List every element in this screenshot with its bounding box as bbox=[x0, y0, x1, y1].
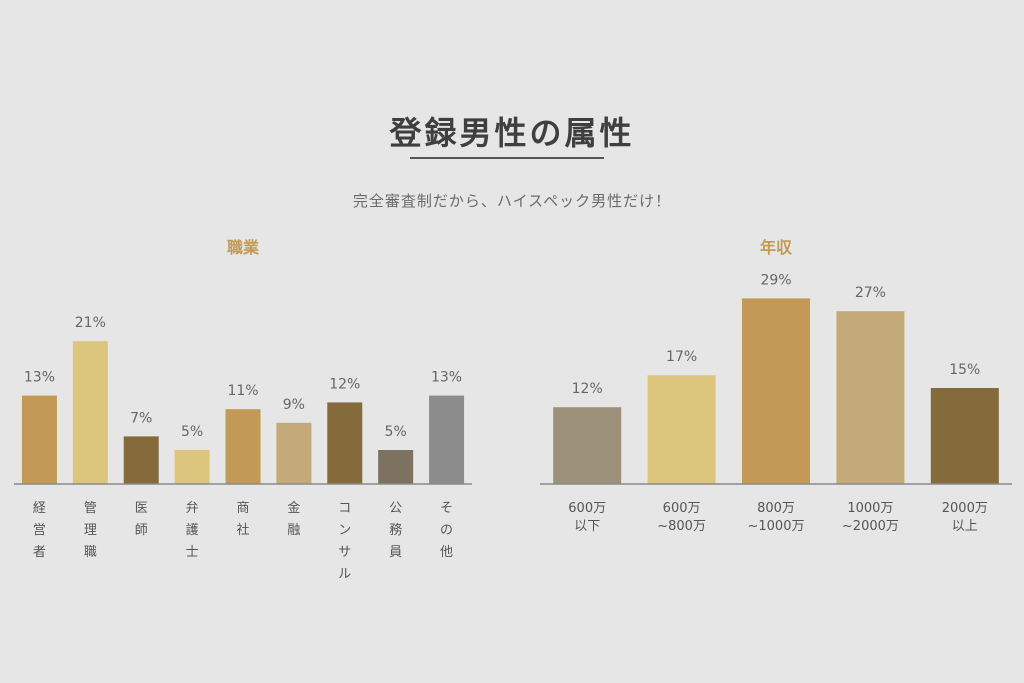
x-tick-label: 800万~1000万 bbox=[748, 501, 805, 534]
x-tick-label: 商社 bbox=[236, 501, 249, 538]
x-tick-label: 管理職 bbox=[84, 501, 97, 560]
x-tick-label: 金融 bbox=[287, 500, 300, 538]
x-tick-label: 2000万以上 bbox=[942, 501, 988, 534]
data-label: 21% bbox=[75, 315, 106, 331]
bar bbox=[553, 407, 622, 484]
data-label: 13% bbox=[431, 370, 462, 386]
data-label: 29% bbox=[760, 272, 791, 288]
x-tick-label: 医師 bbox=[135, 501, 148, 538]
data-label: 7% bbox=[130, 410, 152, 426]
data-label: 17% bbox=[666, 349, 697, 365]
bar bbox=[327, 402, 363, 484]
bar bbox=[174, 450, 210, 484]
page-title: 登録男性の属性 bbox=[389, 114, 635, 152]
x-tick-label: コンサル bbox=[338, 501, 351, 582]
x-tick-label: 600万以下 bbox=[568, 501, 606, 534]
bar bbox=[72, 341, 108, 484]
bar bbox=[276, 422, 312, 484]
bar bbox=[647, 375, 716, 484]
bar bbox=[742, 298, 810, 484]
bar bbox=[836, 311, 905, 484]
bar bbox=[378, 450, 414, 484]
bar bbox=[930, 388, 999, 484]
chart-title: 年収 bbox=[760, 238, 793, 257]
data-label: 13% bbox=[24, 370, 55, 386]
x-tick-label: 経営者 bbox=[33, 501, 46, 560]
data-label: 12% bbox=[572, 381, 603, 397]
x-tick-label: 600万~800万 bbox=[657, 501, 706, 534]
page-subtitle: 完全審査制だから、ハイスペック男性だけ！ bbox=[352, 192, 672, 210]
bar bbox=[123, 436, 159, 484]
x-tick-label: 弁護士 bbox=[186, 501, 199, 560]
data-label: 9% bbox=[283, 397, 305, 413]
chart-title: 職業 bbox=[227, 238, 260, 257]
x-tick-label: 公務員 bbox=[389, 501, 402, 560]
data-label: 27% bbox=[855, 285, 886, 301]
x-tick-label: 1000万~2000万 bbox=[842, 501, 899, 534]
title-underline bbox=[410, 157, 604, 159]
bar bbox=[225, 409, 261, 484]
bar bbox=[429, 395, 465, 484]
data-label: 12% bbox=[329, 376, 360, 392]
data-label: 5% bbox=[181, 424, 203, 440]
data-label: 15% bbox=[949, 362, 980, 378]
data-label: 11% bbox=[227, 383, 258, 399]
data-label: 5% bbox=[385, 424, 407, 440]
x-tick-label: その他 bbox=[440, 501, 453, 560]
bar bbox=[21, 395, 57, 484]
